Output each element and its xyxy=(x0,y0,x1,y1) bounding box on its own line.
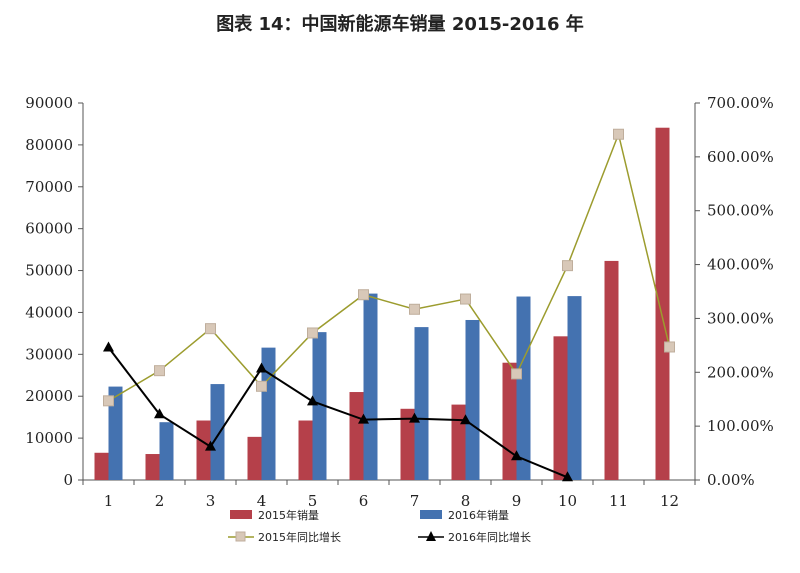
x-tick-label: 2 xyxy=(155,492,165,510)
bar-2015-sales xyxy=(349,392,364,480)
line-2016-growth xyxy=(107,346,568,479)
bar-2015-sales xyxy=(604,260,619,480)
x-tick-label: 7 xyxy=(410,492,420,510)
point-2015-growth xyxy=(664,341,675,353)
bar-2016-sales xyxy=(261,347,276,480)
y2-tick-label: 700.00% xyxy=(707,94,774,112)
bar-2015-sales xyxy=(502,362,517,480)
point-2015-growth xyxy=(511,368,522,380)
bar-2015-sales xyxy=(655,127,670,480)
point-2016-growth xyxy=(562,471,573,482)
bar-2015-sales xyxy=(400,408,415,480)
bar-2015-sales xyxy=(553,336,568,480)
x-tick-label: 10 xyxy=(558,492,577,510)
bar-2015-sales xyxy=(451,404,466,480)
y2-tick-label: 200.00% xyxy=(707,363,774,381)
point-2016-growth xyxy=(103,341,114,352)
y-tick-label: 20000 xyxy=(25,387,73,405)
y2-tick-label: 500.00% xyxy=(707,202,774,220)
point-2015-growth xyxy=(154,365,165,377)
y2-tick-label: 600.00% xyxy=(707,148,774,166)
x-tick-label: 12 xyxy=(660,492,679,510)
y-tick-label: 70000 xyxy=(25,178,73,196)
legend-marker-2016-growth xyxy=(426,531,436,541)
point-2016-growth xyxy=(511,450,522,461)
point-2015-growth xyxy=(205,323,216,335)
point-2016-growth xyxy=(154,408,165,419)
point-2016-growth xyxy=(205,440,216,451)
point-2016-growth xyxy=(256,362,267,373)
y2-tick-label: 100.00% xyxy=(707,417,774,435)
bar-2015-sales xyxy=(298,420,313,480)
point-2015-growth xyxy=(562,260,573,272)
point-2015-growth xyxy=(460,293,471,305)
y2-tick-label: 400.00% xyxy=(707,256,774,274)
bar-2016-sales xyxy=(210,384,225,480)
bar-2016-sales xyxy=(414,327,429,480)
x-tick-label: 1 xyxy=(104,492,114,510)
bar-2015-sales xyxy=(145,454,160,480)
point-2015-growth xyxy=(358,289,369,301)
legend-label-2015-sales: 2015年销量 xyxy=(258,508,319,522)
y-tick-label: 50000 xyxy=(25,262,73,280)
point-2016-growth xyxy=(460,414,471,425)
y-tick-label: 80000 xyxy=(25,136,73,154)
line-2015-growth xyxy=(108,131,671,402)
x-tick-label: 6 xyxy=(359,492,369,510)
y2-tick-label: 0.00% xyxy=(707,471,755,489)
point-2015-growth xyxy=(103,395,114,407)
point-2016-growth xyxy=(409,412,420,423)
bar-2016-sales xyxy=(567,296,582,480)
legend-marker-2015-growth xyxy=(235,531,246,542)
point-2015-growth xyxy=(409,303,420,315)
bar-2016-sales xyxy=(363,293,378,480)
legend-label-2016-sales: 2016年销量 xyxy=(448,508,509,522)
x-tick-label: 8 xyxy=(461,492,471,510)
y-tick-label: 40000 xyxy=(25,303,73,321)
point-2015-growth xyxy=(256,380,267,392)
bar-2016-sales xyxy=(516,296,531,480)
legend-label-2015-growth: 2015年同比增长 xyxy=(258,530,341,544)
y-tick-label: 0 xyxy=(63,471,73,489)
legend-label-2016-growth: 2016年同比增长 xyxy=(448,530,531,544)
point-2016-growth xyxy=(307,395,318,406)
y-tick-label: 30000 xyxy=(25,345,73,363)
bar-2016-sales xyxy=(465,319,480,480)
legend-swatch-2016-sales xyxy=(420,510,442,519)
y-tick-label: 10000 xyxy=(25,429,73,447)
point-2015-growth xyxy=(307,327,318,339)
legend-swatch-2015-sales xyxy=(230,510,252,519)
x-tick-label: 3 xyxy=(206,492,216,510)
y-tick-label: 60000 xyxy=(25,220,73,238)
y-tick-label: 90000 xyxy=(25,94,73,112)
point-2016-growth xyxy=(358,413,369,424)
y2-tick-label: 300.00% xyxy=(707,309,774,327)
chart-title: 图表 14：中国新能源车销量 2015-2016 年 xyxy=(216,14,584,35)
point-2015-growth xyxy=(613,128,624,140)
bar-2016-sales xyxy=(159,422,174,480)
bar-2015-sales xyxy=(196,420,211,480)
bar-2016-sales xyxy=(108,386,123,480)
x-tick-label: 11 xyxy=(609,492,628,510)
bar-2016-sales xyxy=(312,332,327,480)
x-tick-label: 5 xyxy=(308,492,318,510)
bar-2015-sales xyxy=(94,452,109,480)
x-tick-label: 4 xyxy=(257,492,267,510)
bar-2015-sales xyxy=(247,436,262,480)
x-tick-label: 9 xyxy=(512,492,522,510)
